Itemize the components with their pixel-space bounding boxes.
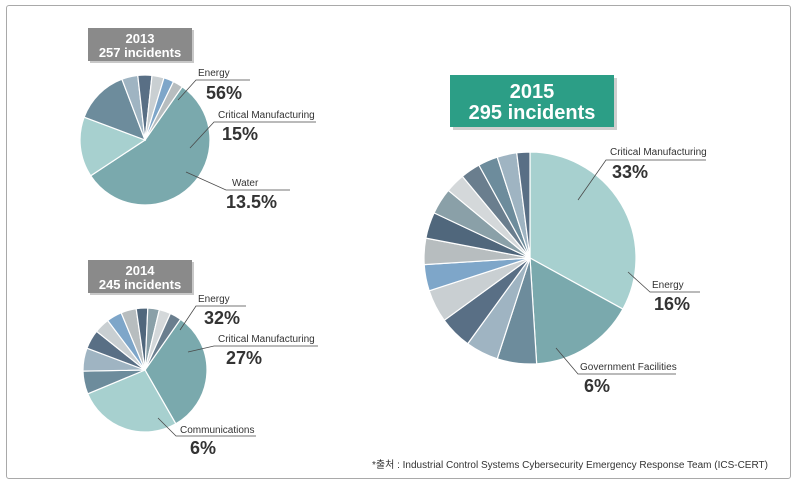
label-2013-water: Water [232,178,259,189]
label-2014-communications: Communications [180,425,255,436]
leader-line-6 [577,159,706,201]
badge-2015-count: 295 incidents [468,102,596,124]
leader-line-8 [555,347,676,375]
label-2015-government-facilities: Government Facilities [580,362,677,373]
source-note: *출처 : Industrial Control Systems Cyberse… [372,460,768,471]
label-2013-energy: Energy [198,68,230,79]
badge-2014-year: 2014 [125,263,155,278]
badge-2015-year: 2015 [509,81,555,103]
leader-line-1 [189,121,316,149]
pct-2015-critical-manufacturing: 33% [612,162,649,182]
pct-2013-critical-manufacturing: 15% [222,124,259,144]
leader-line-0 [177,79,250,101]
pie-2013-slice-water [83,78,147,142]
leader-line-7 [627,271,700,293]
leader-line-2 [185,171,290,191]
label-2014-energy: Energy [198,294,230,305]
pct-2015-energy: 16% [654,294,691,314]
pie-2015-slice-other-14 [516,151,531,259]
pie-2014-slice-other-11 [144,312,182,371]
pie-2015 [423,151,637,365]
pie-2015-slice-energy [529,256,624,365]
badge-2013-year: 2013 [125,31,155,46]
pie-2014-slice-energy [144,318,208,425]
label-2015-energy: Energy [652,280,684,291]
pct-2015-government-facilities: 6% [584,376,611,396]
badge-2014-count: 245 incidents [98,276,182,292]
pie-2015-slice-critical-manufacturing [529,151,637,310]
label-2015-critical-manufacturing: Critical Manufacturing [610,147,707,158]
badge-2013: 2013 257 incidents [88,28,192,61]
pie-2014 [82,307,208,433]
pie-2013-slice-other-7 [144,80,184,141]
pct-2013-water: 13.5% [226,192,278,212]
badge-2015: 2015 295 incidents [450,75,614,127]
badge-2013-count: 257 incidents [98,44,182,60]
pie-2013 [79,74,211,206]
badge-2014: 2014 245 incidents [88,260,192,293]
label-2014-critical-manufacturing: Critical Manufacturing [218,334,315,345]
leader-lines [157,79,706,437]
leader-line-4 [187,345,318,353]
pie-2013-slice-critical-manufacturing [79,116,147,177]
pct-2014-critical-manufacturing: 27% [226,348,263,368]
leader-line-3 [179,305,246,331]
pct-2013-energy: 56% [206,83,243,103]
pie-2013-slice-energy [89,85,211,206]
pct-2014-energy: 32% [204,308,241,328]
pct-2014-communications: 6% [190,438,217,458]
leader-line-5 [157,417,256,437]
label-2013-critical-manufacturing: Critical Manufacturing [218,110,315,121]
